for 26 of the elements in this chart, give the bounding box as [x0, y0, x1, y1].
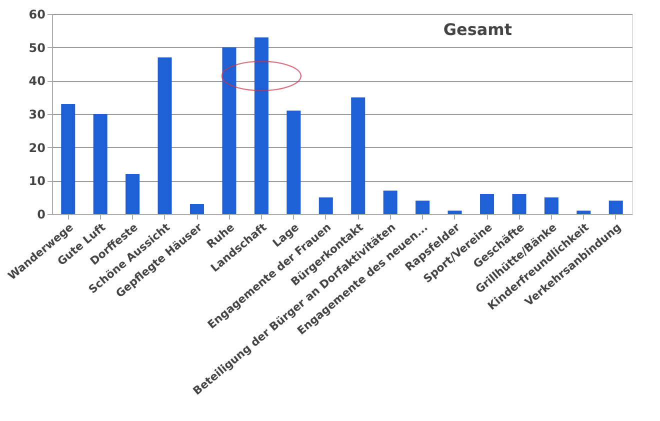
bar: [608, 200, 623, 214]
bar: [126, 174, 140, 214]
y-tick-label: 30: [28, 108, 46, 122]
y-tick-label: 50: [28, 40, 46, 55]
y-tick-label: 10: [28, 174, 46, 188]
bar: [448, 210, 462, 214]
bar: [576, 210, 591, 214]
bar: [512, 194, 526, 214]
bar: [222, 47, 236, 214]
y-tick-label: 0: [37, 208, 46, 222]
y-tick-label: 60: [28, 8, 46, 22]
bar: [318, 197, 333, 214]
bar: [286, 110, 301, 214]
bar: [480, 194, 494, 214]
y-tick-label: 40: [28, 74, 46, 88]
bar: [351, 97, 366, 214]
bar: [93, 114, 108, 214]
bar: [383, 190, 398, 214]
bar: [254, 37, 268, 214]
bar: [61, 104, 76, 214]
bar: [544, 197, 558, 214]
bar: [416, 200, 430, 214]
bar: [158, 57, 172, 214]
chart-title: Gesamt: [443, 20, 512, 39]
bar: [190, 204, 204, 214]
y-tick-label: 20: [28, 140, 46, 155]
